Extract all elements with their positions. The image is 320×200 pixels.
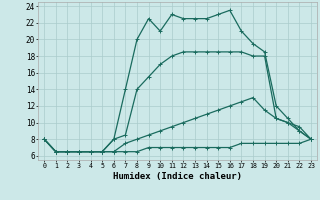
X-axis label: Humidex (Indice chaleur): Humidex (Indice chaleur): [113, 172, 242, 181]
